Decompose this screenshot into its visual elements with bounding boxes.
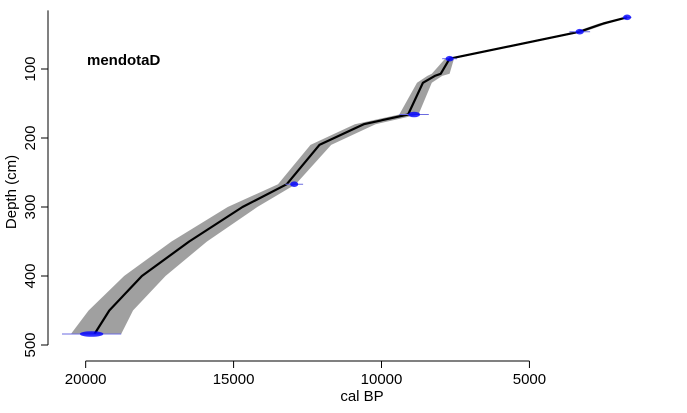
y-tick-label-1: 200 [22, 125, 39, 150]
date-marker-0 [623, 14, 632, 21]
date-marker-1 [575, 28, 584, 35]
x-tick-label-2: 10000 [361, 371, 403, 388]
x-axis-title: cal BP [340, 388, 383, 405]
y-tick-label-0: 100 [22, 56, 39, 81]
y-tick-label-2: 300 [22, 194, 39, 219]
x-tick-label-3: 5000 [513, 371, 546, 388]
date-marker-2 [445, 55, 454, 62]
core-name-label: mendotaD [87, 52, 161, 69]
date-marker-5 [79, 331, 104, 337]
date-marker-3 [408, 111, 420, 118]
y-tick-label-3: 400 [22, 263, 39, 288]
confidence-envelope [70, 17, 629, 335]
x-tick-label-0: 20000 [65, 371, 107, 388]
plot-layer: 20000 15000 10000 5000 100 200 300 400 500 [22, 10, 632, 388]
x-tick-label-1: 15000 [213, 371, 255, 388]
age-model-line [93, 16, 628, 335]
y-tick-label-4: 500 [22, 332, 39, 357]
date-marker-4 [290, 181, 299, 187]
y-axis-title: Depth (cm) [3, 155, 20, 229]
